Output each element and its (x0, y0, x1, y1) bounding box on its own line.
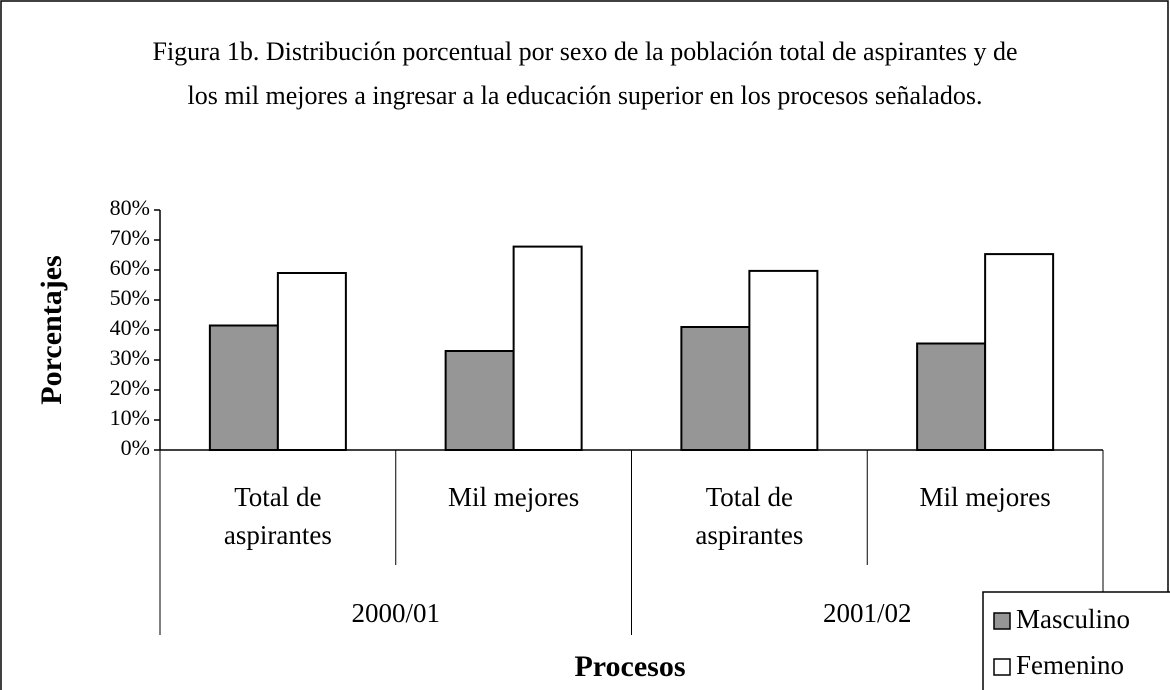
y-tick-label: 20% (110, 375, 150, 400)
bar (276, 272, 347, 451)
y-tick-label: 60% (110, 255, 150, 280)
y-axis-label: Porcentajes (35, 255, 68, 404)
y-tick-label: 30% (110, 345, 150, 370)
bar (680, 326, 751, 451)
legend-box (982, 591, 1170, 690)
chart-title: Figura 1b. Distribución porcentual por s… (152, 37, 1018, 110)
legend-label: Masculino (1016, 604, 1130, 634)
x-group-label: 2000/01 (351, 598, 440, 628)
y-tick-label: 0% (121, 435, 150, 460)
legend-swatch (993, 612, 1011, 630)
x-axis-label: Procesos (574, 650, 686, 683)
y-tick-label: 70% (110, 225, 150, 250)
bar (916, 342, 987, 451)
x-tick-label: Mil mejores (919, 482, 1051, 512)
legend-swatch (993, 658, 1011, 676)
bar (748, 269, 819, 451)
legend-label: Femenino (1016, 650, 1124, 680)
y-tick-label: 80% (110, 195, 150, 220)
y-tick-label: 40% (110, 315, 150, 340)
bar (984, 253, 1055, 451)
bar (512, 245, 583, 451)
x-tick-label: Total de aspirantes (223, 482, 332, 550)
x-group-label: 2001/02 (822, 598, 912, 628)
bar (208, 324, 279, 451)
y-tick-label: 10% (110, 405, 150, 430)
x-tick-label: Total de aspirantes (695, 482, 804, 550)
y-tick-label: 50% (110, 285, 150, 310)
x-tick-label: Mil mejores (448, 482, 580, 512)
bar (444, 350, 515, 451)
